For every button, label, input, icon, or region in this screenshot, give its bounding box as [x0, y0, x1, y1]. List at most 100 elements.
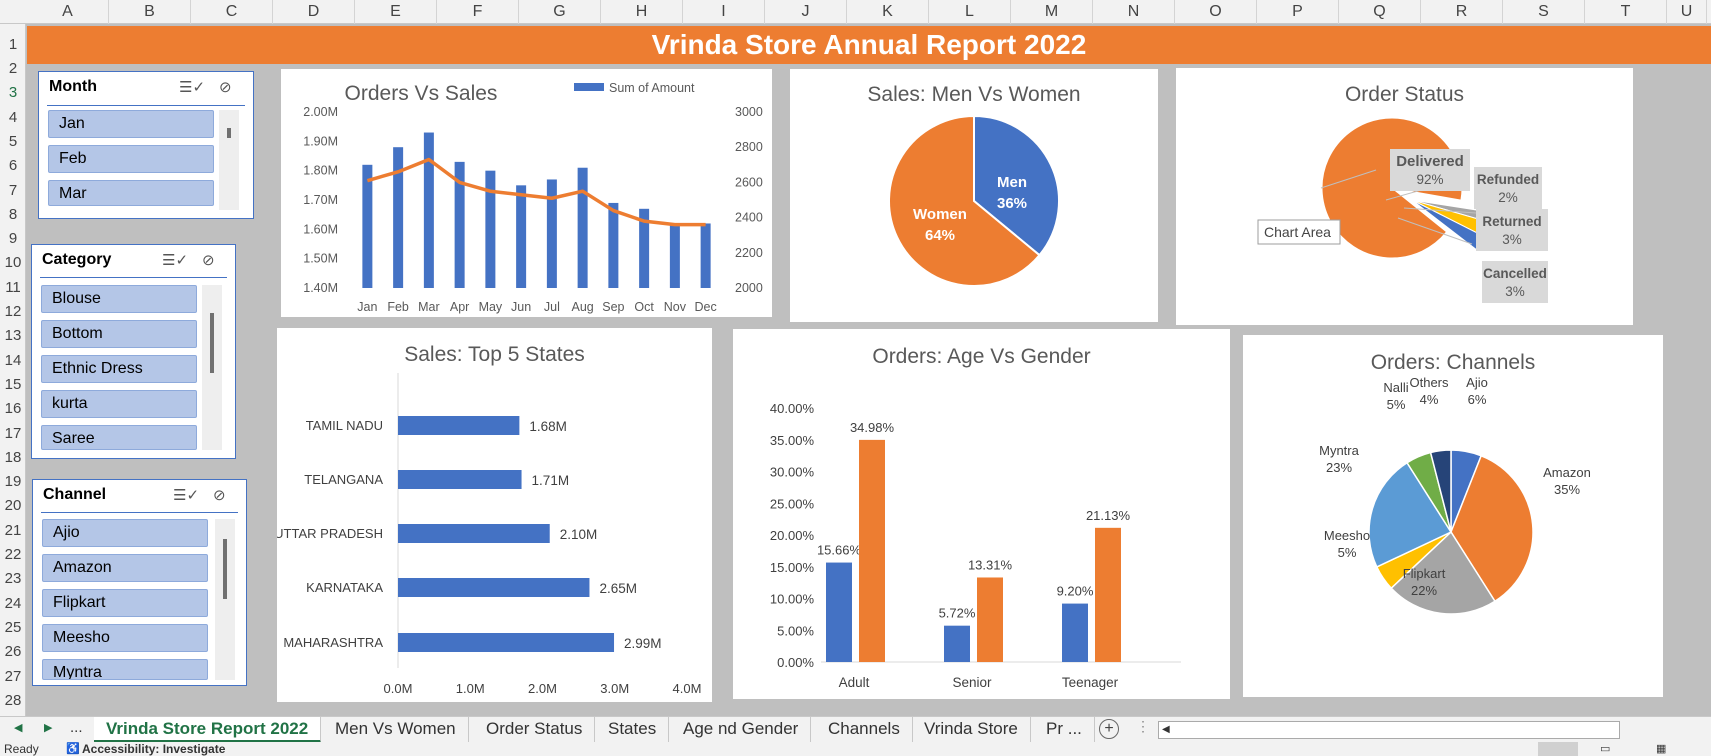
column-header-b[interactable]: B	[109, 0, 191, 24]
clear-filter-icon[interactable]: ⊘	[213, 487, 226, 504]
men-vs-women-panel[interactable]: Sales: Men Vs Women Men 36% Women 64%	[790, 69, 1158, 322]
slicer-item-bottom[interactable]: Bottom	[41, 320, 197, 348]
row-header-1[interactable]: 1	[8, 36, 18, 53]
column-header-k[interactable]: K	[847, 0, 929, 24]
row-header-8[interactable]: 8	[8, 205, 18, 223]
row-header-15[interactable]: 15	[4, 375, 22, 393]
column-header-n[interactable]: N	[1093, 0, 1175, 24]
row-header-23[interactable]: 23	[4, 570, 22, 588]
multi-select-icon[interactable]: ☰✓	[173, 487, 200, 504]
scrollbar-thumb[interactable]	[210, 313, 214, 373]
row-header-21[interactable]: 21	[4, 521, 22, 539]
sheet-tab[interactable]: Channels	[816, 717, 913, 743]
slicer-item-feb[interactable]: Feb	[48, 145, 214, 173]
row-header-20[interactable]: 20	[4, 497, 22, 515]
row-header-12[interactable]: 12	[4, 303, 22, 320]
column-header-c[interactable]: C	[191, 0, 273, 24]
page-break-view-icon[interactable]: ▦	[1656, 743, 1667, 755]
row-header-10[interactable]: 10	[4, 254, 22, 272]
column-header-u[interactable]: U	[1667, 0, 1707, 24]
row-header-13[interactable]: 13	[4, 327, 22, 345]
slicer-item-saree[interactable]: Saree	[41, 425, 197, 450]
row-header-5[interactable]: 5	[8, 132, 18, 150]
tab-scroll-left-icon[interactable]: ◀	[14, 722, 23, 734]
column-header-f[interactable]: F	[437, 0, 519, 24]
column-header-h[interactable]: H	[601, 0, 683, 24]
category-slicer[interactable]: Category ☰✓ ⊘ Blouse Bottom Ethnic Dress…	[31, 244, 236, 459]
row-header-3[interactable]: 3	[8, 84, 18, 102]
orders-vs-sales-panel[interactable]: Orders Vs Sales 1.40M 1.50M 1.60M 1.70M 1.80…	[281, 69, 772, 317]
column-header-t[interactable]: T	[1585, 0, 1667, 24]
row-header-9[interactable]: 9	[8, 230, 18, 248]
row-header-14[interactable]: 14	[4, 351, 22, 369]
column-header-r[interactable]: R	[1421, 0, 1503, 24]
row-header-6[interactable]: 6	[8, 157, 18, 175]
column-header-m[interactable]: M	[1011, 0, 1093, 24]
column-header-j[interactable]: J	[765, 0, 847, 24]
channels-panel[interactable]: Orders: Channels Ajio 6% Amazon 35% Flipkart…	[1243, 335, 1663, 697]
tab-splitter-icon[interactable]: ⋮	[1136, 718, 1150, 734]
tab-scroll-right-icon[interactable]: ▶	[44, 722, 53, 734]
row-header-4[interactable]: 4	[8, 108, 18, 126]
row-header-18[interactable]: 18	[4, 448, 22, 466]
row-header-22[interactable]: 22	[4, 546, 22, 563]
scroll-left-arrow-icon[interactable]: ◀	[1162, 724, 1170, 735]
slicer-item-kurta[interactable]: kurta	[41, 390, 197, 418]
month-slicer[interactable]: Month ☰✓ ⊘ Jan Feb Mar	[38, 71, 254, 219]
channel-slicer[interactable]: Channel ☰✓ ⊘ Ajio Amazon Flipkart Meesho…	[32, 479, 247, 686]
row-header-24[interactable]: 24	[4, 594, 22, 612]
slicer-item-mar[interactable]: Mar	[48, 180, 214, 206]
sheet-tab[interactable]: Age nd Gender	[671, 717, 812, 743]
column-header-g[interactable]: G	[519, 0, 601, 24]
clear-filter-icon[interactable]: ⊘	[202, 252, 215, 269]
sheet-tab[interactable]: States	[596, 717, 670, 743]
row-header-25[interactable]: 25	[4, 618, 22, 636]
age-vs-gender-panel[interactable]: Orders: Age Vs Gender 0.00% 5.00% 10.00% 15…	[733, 329, 1230, 699]
column-header-e[interactable]: E	[355, 0, 437, 24]
sheet-tab[interactable]: Pr ...	[1034, 717, 1095, 743]
column-header-o[interactable]: O	[1175, 0, 1257, 24]
more-tabs-button[interactable]: ...	[70, 719, 83, 736]
row-header-7[interactable]: 7	[8, 181, 18, 199]
top5-states-panel[interactable]: Sales: Top 5 States TAMIL NADU 1.68M TELAN…	[277, 328, 712, 702]
horizontal-scrollbar[interactable]: ◀	[1158, 721, 1620, 739]
sheet-tab[interactable]: Order Status	[474, 717, 596, 743]
column-header-l[interactable]: L	[929, 0, 1011, 24]
column-header-i[interactable]: I	[683, 0, 765, 24]
order-status-panel[interactable]: Order Status Delivered 92% Refunded 2% Retur…	[1176, 68, 1633, 325]
column-header-q[interactable]: Q	[1339, 0, 1421, 24]
channel-slicer-scrollbar[interactable]	[215, 519, 235, 680]
sheet-tab[interactable]: Men Vs Women	[323, 717, 469, 743]
column-header-d[interactable]: D	[273, 0, 355, 24]
page-layout-view-icon[interactable]: ▭	[1600, 743, 1611, 755]
slicer-item-blouse[interactable]: Blouse	[41, 285, 197, 313]
row-header-11[interactable]: 11	[5, 278, 21, 296]
scrollbar-thumb[interactable]	[223, 539, 227, 599]
sheet-tab[interactable]: Vrinda Store	[912, 717, 1031, 743]
column-header-p[interactable]: P	[1257, 0, 1339, 24]
category-slicer-scrollbar[interactable]	[202, 285, 222, 450]
slicer-item-flipkart[interactable]: Flipkart	[42, 589, 208, 617]
sheet-tab[interactable]: Vrinda Store Report 2022	[94, 717, 322, 743]
row-header-28[interactable]: 28	[4, 691, 22, 709]
month-slicer-scrollbar[interactable]	[219, 110, 239, 210]
multi-select-icon[interactable]: ☰✓	[179, 79, 206, 96]
clear-filter-icon[interactable]: ⊘	[219, 79, 232, 96]
accessibility-status[interactable]: Accessibility: Investigate	[82, 742, 226, 756]
row-header-2[interactable]: 2	[8, 60, 18, 77]
scrollbar-thumb[interactable]	[227, 128, 231, 138]
column-header-s[interactable]: S	[1503, 0, 1585, 24]
row-header-19[interactable]: 19	[4, 473, 22, 491]
slicer-item-ajio[interactable]: Ajio	[42, 519, 208, 547]
slicer-item-myntra[interactable]: Myntra	[42, 659, 208, 680]
column-header-a[interactable]: A	[27, 0, 109, 24]
slicer-item-amazon[interactable]: Amazon	[42, 554, 208, 582]
normal-view-icon[interactable]	[1538, 742, 1578, 756]
slicer-item-jan[interactable]: Jan	[48, 110, 214, 138]
multi-select-icon[interactable]: ☰✓	[162, 252, 189, 269]
row-header-17[interactable]: 17	[4, 424, 22, 442]
slicer-item-meesho[interactable]: Meesho	[42, 624, 208, 652]
add-sheet-button[interactable]: +	[1099, 719, 1119, 739]
slicer-item-ethnic-dress[interactable]: Ethnic Dress	[41, 355, 197, 383]
row-header-16[interactable]: 16	[4, 400, 22, 418]
